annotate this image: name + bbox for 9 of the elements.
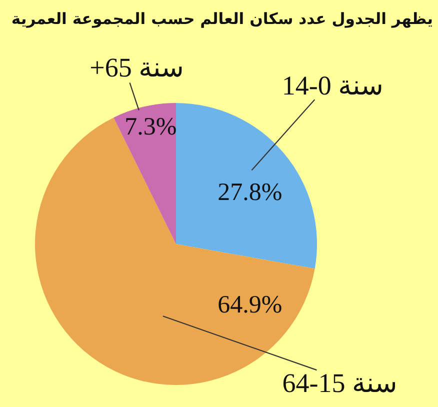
slice-label: +65 سنة xyxy=(90,52,184,83)
data-label: 64.9% xyxy=(218,292,282,319)
data-label: 27.8% xyxy=(218,178,282,206)
pie-slice xyxy=(176,103,317,269)
slice-label: 14-0 سنة xyxy=(282,70,384,101)
chart-title: يظهر الجدول عدد سكان العالم حسب المجموعة العمرية xyxy=(11,10,433,28)
slice-label: 64-15 سنة xyxy=(282,368,398,398)
data-label: 7.3% xyxy=(124,113,177,140)
pie-slice xyxy=(114,103,176,244)
